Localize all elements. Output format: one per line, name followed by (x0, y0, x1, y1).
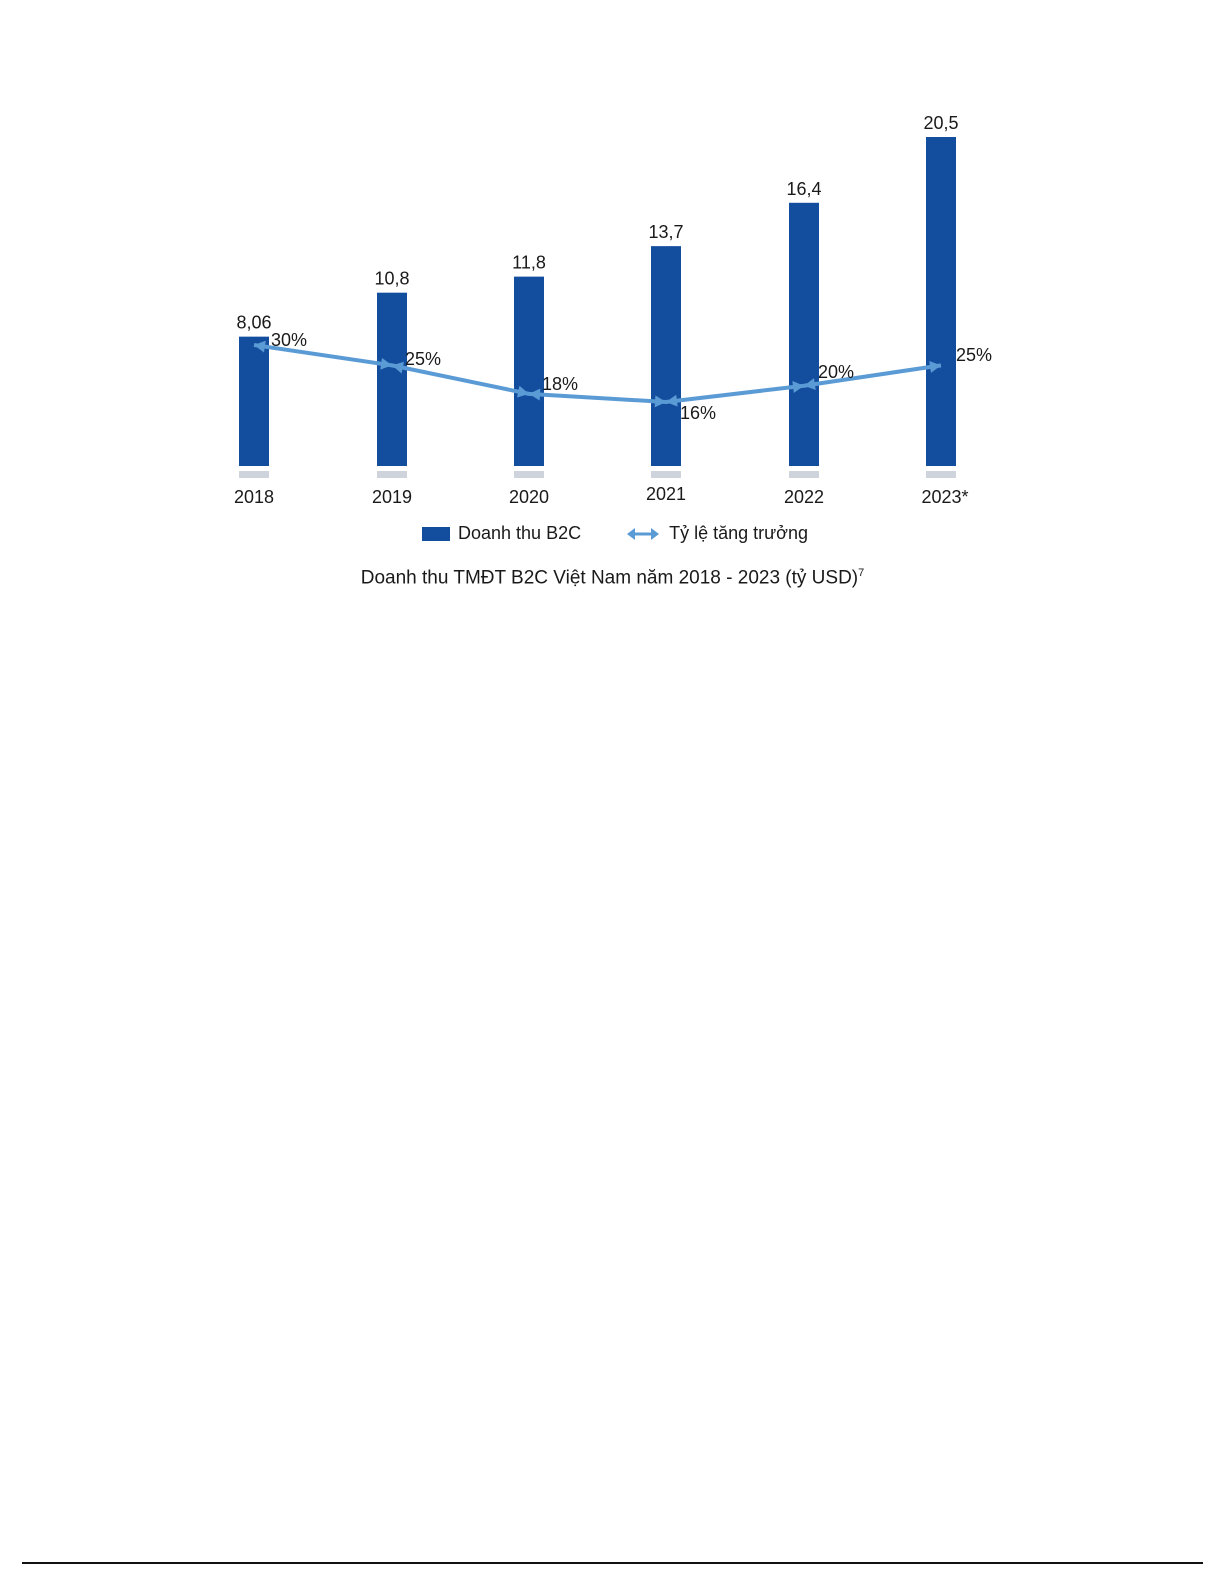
x-tick-label: 2023* (921, 487, 968, 507)
bar-value-label: 20,5 (923, 113, 958, 133)
legend-label-growth: Tỷ lệ tăng trưởng (669, 523, 809, 543)
legend-item-revenue: Doanh thu B2C (422, 523, 581, 544)
bar-2021 (651, 246, 681, 466)
x-tick-label: 2018 (234, 487, 274, 507)
bar-2020 (514, 276, 544, 466)
growth-point-marker (654, 394, 678, 408)
bar-2019 (377, 292, 407, 466)
arrow-head (529, 388, 541, 401)
baseline-mark (926, 471, 956, 478)
baseline-mark (239, 471, 269, 478)
x-tick-label: 2022 (784, 487, 824, 507)
chart-title: Doanh thu TMĐT B2C Việt Nam năm 2018 - 2… (360, 567, 859, 589)
bar-value-label: 16,4 (786, 179, 821, 199)
bar-value-label: 10,8 (374, 269, 409, 289)
arrow-head (929, 361, 941, 373)
arrow-head (517, 385, 529, 398)
growth-rate-label: 30% (271, 330, 307, 350)
bar-2018 (239, 336, 269, 466)
growth-rate-label: 18% (542, 374, 578, 394)
legend-label-revenue: Doanh thu B2C (458, 523, 582, 543)
x-tick-label: 2021 (646, 484, 686, 504)
double-arrow-icon (627, 527, 660, 540)
arrow-head (792, 381, 804, 393)
growth-point-marker (792, 378, 816, 393)
bar-value-label: 11,8 (512, 253, 546, 273)
growth-rate-label: 25% (405, 349, 441, 369)
chart-caption: Doanh thu TMĐT B2C Việt Nam năm 2018 - 2… (0, 567, 1225, 589)
growth-rate-line (253, 343, 942, 404)
growth-point-marker (380, 357, 404, 374)
page-bottom-rule (22, 1562, 1203, 1564)
footnote-marker: 7 (858, 567, 865, 579)
arrow-head (392, 361, 404, 374)
arrow-head (254, 340, 266, 353)
bar-value-label: 13,7 (648, 222, 683, 242)
growth-point-marker (929, 361, 941, 373)
arrow-head (654, 395, 666, 408)
bar-2023 (926, 137, 956, 466)
legend: Doanh thu B2C Tỷ lệ tăng trưởng (422, 523, 854, 544)
growth-rate-label: 25% (956, 345, 992, 365)
baseline-mark (514, 471, 544, 478)
legend-swatch-bar (422, 526, 450, 541)
bar-2022 (789, 202, 819, 467)
bar-value-label: 8,06 (236, 313, 271, 333)
arrow-head (666, 394, 678, 407)
growth-rate-label: 20% (818, 362, 854, 382)
baseline-mark (377, 471, 407, 478)
arrow-head (380, 357, 392, 370)
legend-item-growth: Tỷ lệ tăng trưởng (627, 523, 808, 544)
arrow-head (804, 378, 816, 391)
growth-rate-label: 16% (680, 403, 716, 423)
baseline-mark (651, 471, 681, 478)
growth-point-marker (517, 385, 541, 401)
baseline-mark (789, 471, 819, 478)
growth-point-marker (254, 340, 266, 353)
x-tick-label: 2020 (509, 487, 549, 507)
x-tick-label: 2019 (372, 487, 412, 507)
chart: 8,06 10,8 11,8 13,7 16,4 20,5 30% 25% 18% 16% 20%… (234, 113, 992, 507)
